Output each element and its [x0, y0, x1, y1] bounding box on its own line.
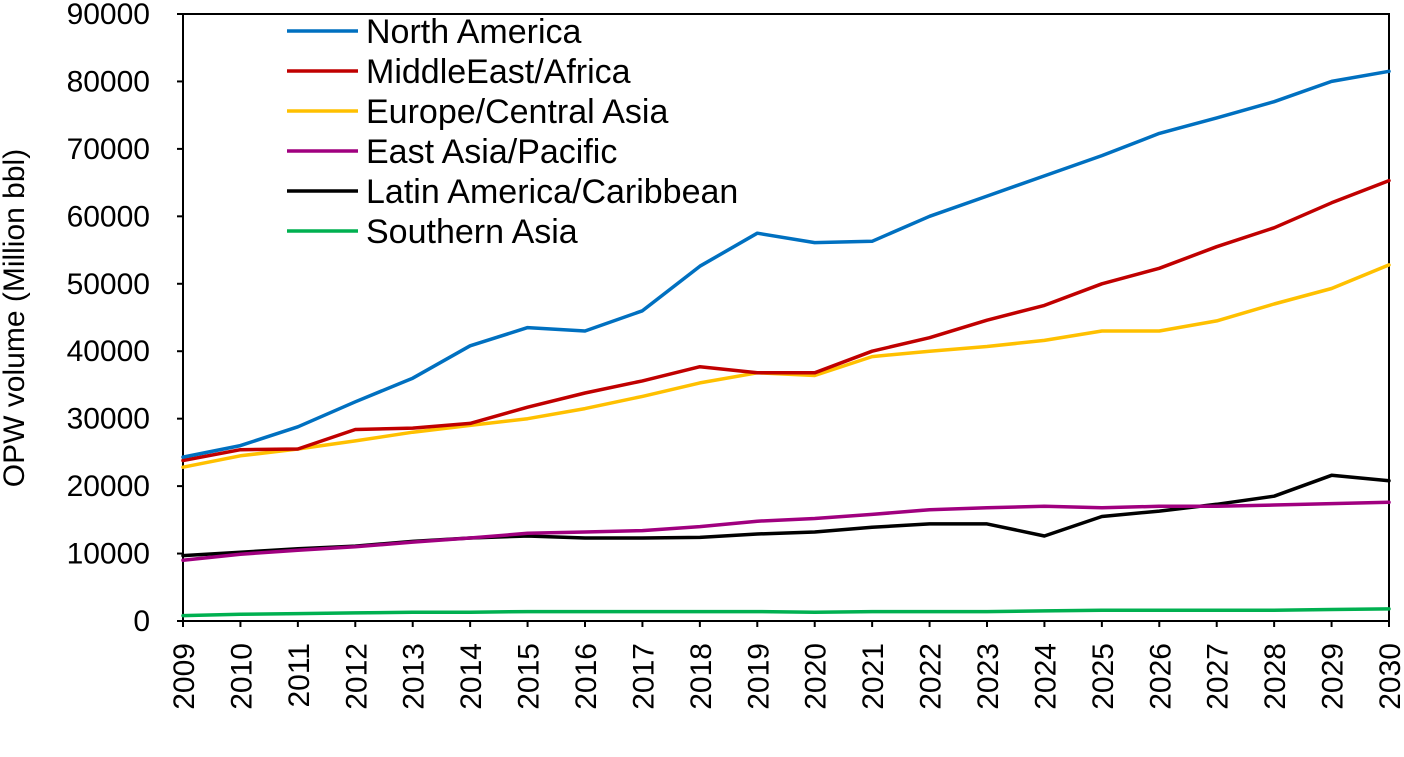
x-tick-label: 2016: [570, 643, 603, 710]
legend-label: East Asia/Pacific: [366, 133, 617, 171]
x-tick-label: 2021: [857, 643, 890, 710]
y-tick-label: 70000: [67, 133, 150, 166]
x-axis-ticks: 2009 2010 2011 2012 2013 2014 2015 2016 2017 2018…: [168, 621, 1404, 710]
x-tick-label: 2030: [1374, 643, 1404, 710]
legend-label: MiddleEast/Africa: [366, 53, 631, 91]
series-line-north-america: [181, 69, 1391, 459]
x-tick-label: 2018: [685, 643, 718, 710]
x-tick-label: 2011: [283, 643, 316, 708]
series-layer: [181, 69, 1391, 618]
x-tick-label: 2025: [1087, 643, 1120, 710]
legend-label: Southern Asia: [366, 213, 578, 251]
x-tick-label: 2019: [742, 643, 775, 710]
legend-label: Latin America/Caribbean: [366, 173, 738, 211]
y-axis-ticks: 0 10000 20000 30000 40000 50000 60000 70000 8000…: [67, 0, 183, 638]
series-line-southern-asia: [181, 607, 1391, 618]
y-tick-label: 30000: [67, 403, 150, 436]
y-tick-label: 40000: [67, 335, 150, 368]
x-tick-label: 2029: [1317, 643, 1350, 710]
legend-label: North America: [366, 13, 581, 51]
y-tick-label: 0: [133, 605, 150, 638]
x-tick-label: 2023: [972, 643, 1005, 710]
series-line-middleeast-africa: [181, 178, 1391, 463]
x-tick-label: 2017: [627, 643, 660, 710]
x-tick-label: 2027: [1202, 643, 1235, 710]
x-tick-label: 2020: [800, 643, 833, 710]
series-line-east-asia-pacific: [181, 500, 1391, 563]
y-tick-label: 90000: [67, 0, 150, 31]
legend: North AmericaMiddleEast/AfricaEurope/Cen…: [287, 13, 738, 251]
x-tick-label: 2010: [225, 643, 258, 710]
x-tick-label: 2014: [455, 643, 488, 710]
y-axis-title: OPW volume (Million bbl): [0, 149, 31, 487]
y-tick-label: 50000: [67, 268, 150, 301]
x-tick-label: 2026: [1144, 643, 1177, 710]
x-tick-label: 2028: [1259, 643, 1292, 710]
y-tick-label: 60000: [67, 200, 150, 233]
y-tick-label: 10000: [67, 538, 150, 571]
y-tick-label: 20000: [67, 470, 150, 503]
x-tick-label: 2022: [915, 643, 948, 710]
x-tick-label: 2012: [340, 643, 373, 710]
x-tick-label: 2013: [398, 643, 431, 710]
legend-label: Europe/Central Asia: [366, 93, 668, 131]
plot-area: [182, 13, 1390, 622]
x-tick-label: 2009: [168, 643, 201, 710]
y-tick-label: 80000: [67, 65, 150, 98]
x-tick-label: 2015: [513, 643, 546, 710]
x-tick-label: 2024: [1029, 643, 1062, 710]
